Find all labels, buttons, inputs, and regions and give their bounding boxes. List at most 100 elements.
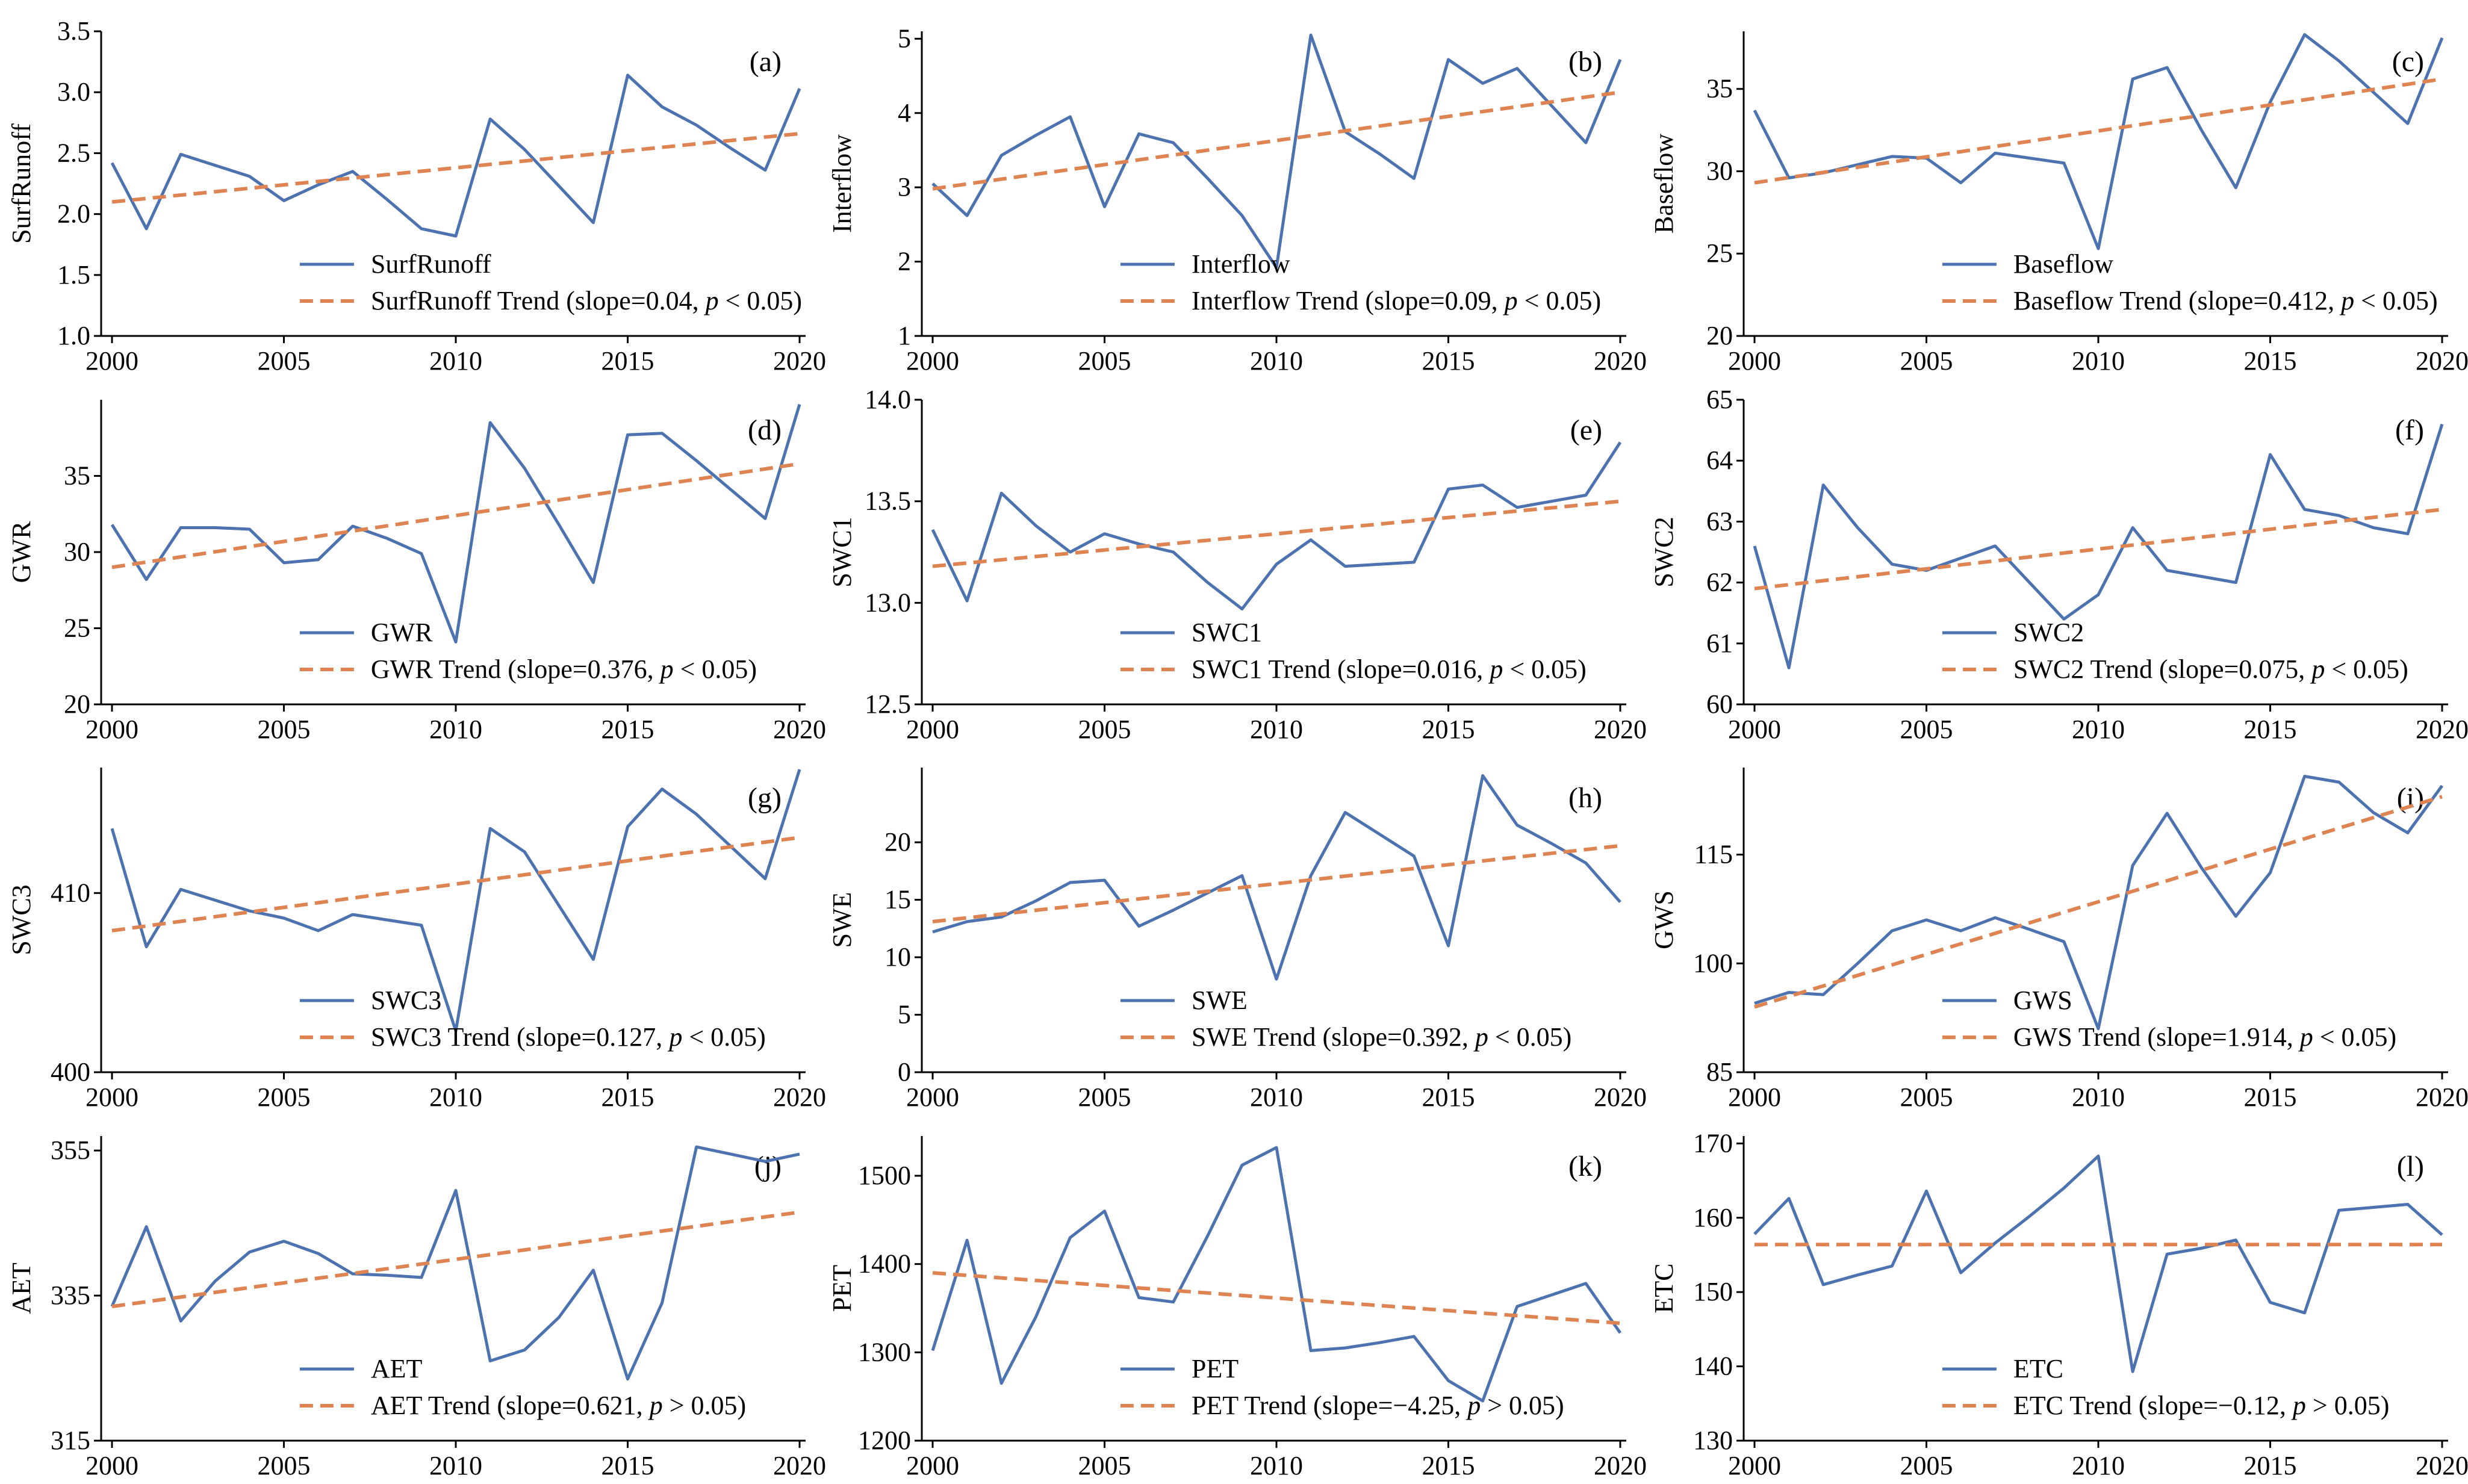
x-tick-label: 2020 [2416, 715, 2468, 744]
panel-h: 0 5 10 15 20 2000 2005 2010 2015 2020 SWE (h) SWE SWE… [827, 768, 1647, 1112]
panel-e: 12.5 13.0 13.5 14.0 2000 2005 2010 2015 2020 SWC1… [827, 385, 1647, 744]
legend-p-symbol: p [1488, 654, 1503, 684]
x-tick-label: 2010 [429, 346, 482, 376]
legend-p-symbol: p [1466, 1391, 1481, 1420]
panel-c: 20 25 30 35 2000 2005 2010 2015 2020 Baseflow (c) B… [1649, 31, 2468, 376]
legend-trend-prefix: ETC Trend (slope=−0.12, [2013, 1391, 2293, 1420]
x-tick-label: 2010 [2072, 346, 2125, 376]
x-tick-label: 2005 [258, 1451, 311, 1480]
x-tick-label: 2020 [773, 1082, 826, 1112]
legend-label-trend: SurfRunoff Trend (slope=0.04, p < 0.05) [371, 286, 802, 315]
data-series-line [1753, 1154, 2443, 1373]
legend-label-data: AET [371, 1354, 423, 1383]
y-tick-label: 61 [1706, 629, 1733, 658]
trend-line [1754, 795, 2443, 1009]
y-tick-label: 315 [51, 1426, 90, 1455]
y-tick-label: 1.0 [57, 321, 90, 350]
legend-trend-prefix: GWS Trend (slope=1.914, [2013, 1022, 2300, 1052]
legend-trend-suffix: > 0.05) [1481, 1391, 1564, 1420]
panel-k: 1200 1300 1400 1500 2000 2005 2010 2015 2020 PET (… [827, 1136, 1647, 1480]
legend-label-data: GWR [371, 618, 433, 647]
y-tick-label: 65 [1706, 385, 1733, 414]
panel-g: 400 410 2000 2005 2010 2015 2020 SWC3 (g) SWC3 SWC… [7, 768, 826, 1112]
legend-label-trend: Interflow Trend (slope=0.09, p < 0.05) [1192, 286, 1601, 315]
trend-line [111, 132, 800, 204]
y-axis-label: AET [7, 1262, 36, 1314]
y-tick-label: 15 [884, 885, 911, 914]
trend-line [1754, 77, 2443, 185]
data-series-line [110, 403, 801, 644]
legend-p-symbol: p [659, 654, 674, 684]
legend-trend-prefix: GWR Trend (slope=0.376, [371, 654, 661, 684]
legend-label-trend: Baseflow Trend (slope=0.412, p < 0.05) [2013, 286, 2438, 315]
x-tick-label: 2020 [1594, 1451, 1647, 1480]
trend-line [111, 462, 800, 570]
legend-trend-prefix: PET Trend (slope=−4.25, [1192, 1391, 1467, 1420]
legend-label-data: SWC1 [1192, 618, 1262, 647]
legend-p-symbol: p [648, 1391, 663, 1420]
x-tick-label: 2015 [601, 715, 654, 744]
panel-label: (d) [748, 414, 782, 446]
y-tick-label: 25 [1706, 238, 1733, 268]
x-tick-label: 2010 [429, 715, 482, 744]
y-tick-label: 2.0 [57, 199, 90, 229]
x-tick-label: 2010 [2072, 1451, 2125, 1480]
x-tick-label: 2015 [1422, 1082, 1475, 1112]
x-tick-label: 2005 [1900, 346, 1953, 376]
x-tick-label: 2000 [906, 346, 959, 376]
y-tick-label: 410 [51, 878, 90, 907]
data-series-line [1753, 33, 2444, 250]
legend-label-trend: SWC1 Trend (slope=0.016, p < 0.05) [1192, 654, 1587, 684]
x-tick-label: 2000 [1728, 715, 1781, 744]
y-tick-label: 62 [1706, 568, 1733, 597]
legend-trend-suffix: < 0.05) [1488, 1022, 1571, 1052]
panel-label: (a) [750, 46, 782, 78]
y-axis-label: SWE [827, 892, 857, 948]
x-tick-label: 2015 [2244, 346, 2297, 376]
y-tick-label: 1200 [858, 1426, 911, 1455]
y-tick-label: 1.5 [57, 260, 90, 290]
legend-label-data: Baseflow [2013, 249, 2113, 279]
x-tick-label: 2000 [1728, 1451, 1781, 1480]
data-series-line [110, 769, 801, 1032]
legend-trend-suffix: < 0.05) [682, 1022, 765, 1052]
legend-label-trend: GWR Trend (slope=0.376, p < 0.05) [371, 654, 757, 684]
x-tick-label: 2010 [2072, 715, 2125, 744]
legend-label-data: PET [1192, 1354, 1239, 1383]
legend-trend-prefix: SWC2 Trend (slope=0.075, [2013, 654, 2311, 684]
panel-label: (f) [2395, 414, 2424, 446]
x-tick-label: 2015 [2244, 1451, 2297, 1480]
x-tick-label: 2010 [1250, 715, 1303, 744]
x-tick-label: 2005 [1078, 1451, 1131, 1480]
y-tick-label: 13.5 [865, 486, 911, 516]
x-tick-label: 2005 [258, 715, 311, 744]
x-tick-label: 2020 [2416, 346, 2468, 376]
legend-trend-prefix: SWE Trend (slope=0.392, [1192, 1022, 1475, 1052]
trend-line [932, 843, 1621, 924]
y-axis-label: PET [827, 1265, 857, 1312]
y-tick-label: 400 [51, 1057, 90, 1087]
y-tick-label: 115 [1694, 840, 1733, 869]
panel-label: (k) [1568, 1150, 1602, 1182]
legend-trend-suffix: < 0.05) [674, 654, 757, 684]
y-tick-label: 60 [1706, 689, 1733, 719]
panel-label: (j) [754, 1150, 782, 1182]
x-tick-label: 2020 [773, 715, 826, 744]
legend-label-data: SWE [1192, 986, 1248, 1015]
x-tick-label: 2015 [601, 1082, 654, 1112]
x-tick-label: 2000 [906, 1082, 959, 1112]
x-tick-label: 2020 [773, 346, 826, 376]
x-tick-label: 2020 [1594, 715, 1647, 744]
y-tick-label: 2 [898, 247, 911, 276]
legend-trend-suffix: < 0.05) [2325, 654, 2408, 684]
y-tick-label: 35 [64, 461, 90, 491]
y-tick-label: 335 [51, 1281, 90, 1310]
legend-trend-prefix: SWC1 Trend (slope=0.016, [1192, 654, 1490, 684]
y-axis-label: ETC [1649, 1263, 1679, 1313]
x-tick-label: 2005 [1078, 715, 1131, 744]
legend-label-trend: SWC3 Trend (slope=0.127, p < 0.05) [371, 1022, 766, 1052]
y-tick-label: 100 [1693, 948, 1733, 978]
y-axis-label: SurfRunoff [7, 123, 36, 244]
y-tick-label: 4 [898, 98, 911, 128]
